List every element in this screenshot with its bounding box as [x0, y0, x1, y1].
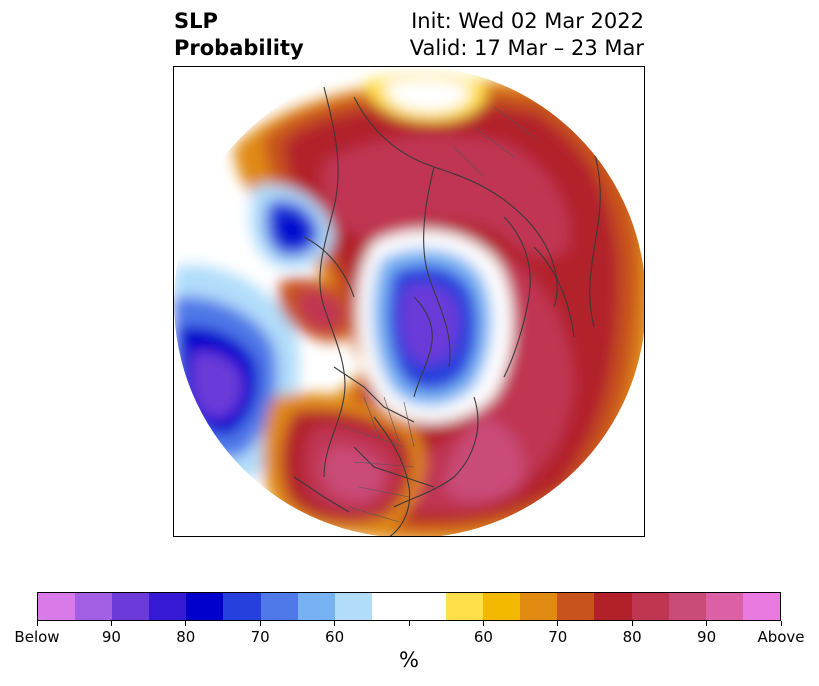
- colorbar-swatch: [371, 593, 409, 620]
- colorbar-swatch: [186, 593, 224, 620]
- colorbar-tick-mark: [185, 621, 187, 626]
- colorbar-tick-label: 70: [548, 628, 568, 646]
- coastlines: [293, 86, 601, 536]
- colorbar-tick-mark: [259, 621, 261, 626]
- colorbar-unit-label: %: [399, 648, 419, 672]
- probability-map: [174, 67, 644, 536]
- title-right: Init: Wed 02 Mar 2022 Valid: 17 Mar – 23…: [410, 8, 644, 62]
- colorbar-swatch: [149, 593, 187, 620]
- colorbar-swatch: [557, 593, 595, 620]
- colorbar-swatch: [75, 593, 113, 620]
- colorbar-tick-label: 60: [473, 628, 493, 646]
- colorbar-swatch: [631, 593, 669, 620]
- borders: [343, 106, 535, 523]
- colorbar-swatch: [446, 593, 484, 620]
- colorbar-tick-mark: [557, 621, 559, 626]
- colorbar-swatch: [260, 593, 298, 620]
- colorbar-swatch: [520, 593, 558, 620]
- colorbar-tick-label: 90: [101, 628, 121, 646]
- colorbar-tick-label: 70: [250, 628, 270, 646]
- colorbar-tick-label: 80: [176, 628, 196, 646]
- colorbar-swatch: [742, 593, 780, 620]
- colorbar-swatch: [223, 593, 261, 620]
- colorbar-tick-mark: [706, 621, 708, 626]
- colorbar-tick-label: 80: [622, 628, 642, 646]
- colorbar-tick-mark: [482, 621, 484, 626]
- title-product: Probability: [174, 36, 304, 60]
- init-date: Init: Wed 02 Mar 2022: [411, 9, 644, 33]
- probability-field: [174, 74, 644, 536]
- map-panel: [173, 66, 645, 537]
- colorbar: [37, 592, 781, 621]
- colorbar-tick-label: 60: [325, 628, 345, 646]
- colorbar-swatch: [112, 593, 150, 620]
- colorbar-swatch: [483, 593, 521, 620]
- colorbar-tick-label: Above: [757, 628, 805, 646]
- colorbar-swatch: [38, 593, 76, 620]
- colorbar-tick-mark: [334, 621, 336, 626]
- colorbar-swatch: [297, 593, 335, 620]
- colorbar-tick-mark: [631, 621, 633, 626]
- colorbar-swatch: [334, 593, 372, 620]
- colorbar-tick-label: Below: [14, 628, 60, 646]
- colorbar-tick-mark: [36, 621, 38, 626]
- title-left: SLP Probability: [174, 8, 304, 62]
- title-variable: SLP: [174, 9, 218, 33]
- colorbar-tick-mark: [408, 621, 410, 626]
- globe-disc: [174, 67, 644, 536]
- colorbar-swatch: [594, 593, 632, 620]
- colorbar-tick-mark: [780, 621, 782, 626]
- valid-period: Valid: 17 Mar – 23 Mar: [409, 36, 644, 60]
- colorbar-swatch: [705, 593, 743, 620]
- colorbar-swatch: [408, 593, 447, 620]
- colorbar-swatch: [668, 593, 706, 620]
- colorbar-tick-label: 90: [697, 628, 717, 646]
- colorbar-tick-mark: [110, 621, 112, 626]
